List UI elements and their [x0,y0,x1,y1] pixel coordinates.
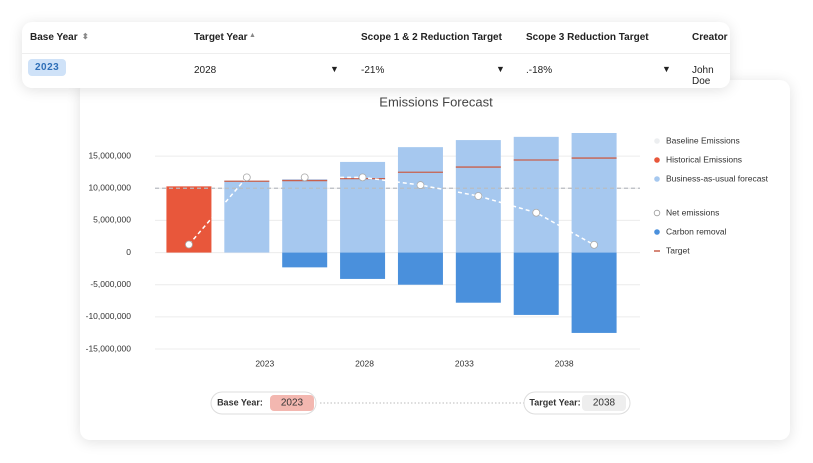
legend-label: Target [666,245,690,255]
dropdown-caret[interactable]: ▼ [662,64,671,74]
bar [571,133,617,253]
legend-label: Baseline Emissions [666,135,740,145]
y-tick-label: -15,000,000 [86,343,132,353]
legend-label: Business-as-usual forecast [666,173,769,183]
header-cell: Scope 1 & 2 Reduction Target [361,32,502,43]
y-tick-label: -5,000,000 [90,279,131,289]
legend-swatch [654,229,660,235]
divider [22,53,730,54]
net-point [242,173,251,182]
net-point [185,240,193,249]
legend-swatch [654,138,660,144]
y-tick-label: 10,000,000 [88,183,131,193]
base-year-label: Base Year: [217,397,263,407]
y-tick-label: -10,000,000 [86,311,132,321]
header-cell[interactable]: Target Year [194,32,248,43]
net-point [300,173,309,182]
bar [397,147,443,253]
legend-label: Historical Emissions [666,154,742,164]
y-tick-label: 0 [126,247,131,257]
creator-cell: John Doe [692,65,714,87]
target-year-value: 2038 [593,398,616,409]
dropdown-caret[interactable]: ▼ [496,64,505,74]
dropdown-caret[interactable]: ▼ [330,64,339,74]
legend-swatch [654,157,660,163]
target-year-label: Target Year: [529,397,580,407]
net-line [188,176,595,246]
target-year-cell[interactable]: 2028 [194,65,217,76]
chart-title: Emissions Forecast [379,94,493,109]
legend-swatch [653,209,661,217]
net-point [358,173,367,182]
base-year-box [270,395,314,411]
y-tick-label: 5,000,000 [93,215,131,225]
header-cell[interactable]: Base Year [30,32,78,43]
base-year-value: 2023 [281,398,304,409]
x-tick-label: 2028 [355,358,374,368]
bar [224,180,270,253]
bar [282,179,328,253]
sort-icon[interactable]: ⬍ [82,32,89,41]
target-year-box [582,395,626,411]
legend-label: Carbon removal [666,226,727,236]
bar [397,252,443,285]
bar [282,252,328,268]
x-tick-label: 2033 [455,358,474,368]
x-tick-label: 2023 [255,358,274,368]
base-year-cell[interactable]: 2023 [28,59,67,76]
y-tick-label: 15,000,000 [88,150,131,160]
bar [513,252,559,315]
net-point [474,192,483,200]
net-point [416,181,425,189]
net-point [590,240,598,249]
x-tick-label: 2038 [555,358,574,368]
table-card: Base Year ⬍ Target Year ▲ Scope 1 & 2 Re… [22,22,730,88]
bar [571,252,617,333]
header-cell: Scope 3 Reduction Target [526,32,649,43]
legend-label: Net emissions [666,207,719,217]
sort-icon[interactable]: ▲ [249,32,256,39]
legend-swatch [654,176,660,182]
bar [455,252,501,303]
net-point [532,208,541,217]
scope3-cell[interactable]: .-18% [526,65,553,76]
header-cell: Creator [692,32,728,43]
bar [340,252,386,279]
scope12-cell[interactable]: -21% [361,65,385,76]
bar [513,136,559,253]
